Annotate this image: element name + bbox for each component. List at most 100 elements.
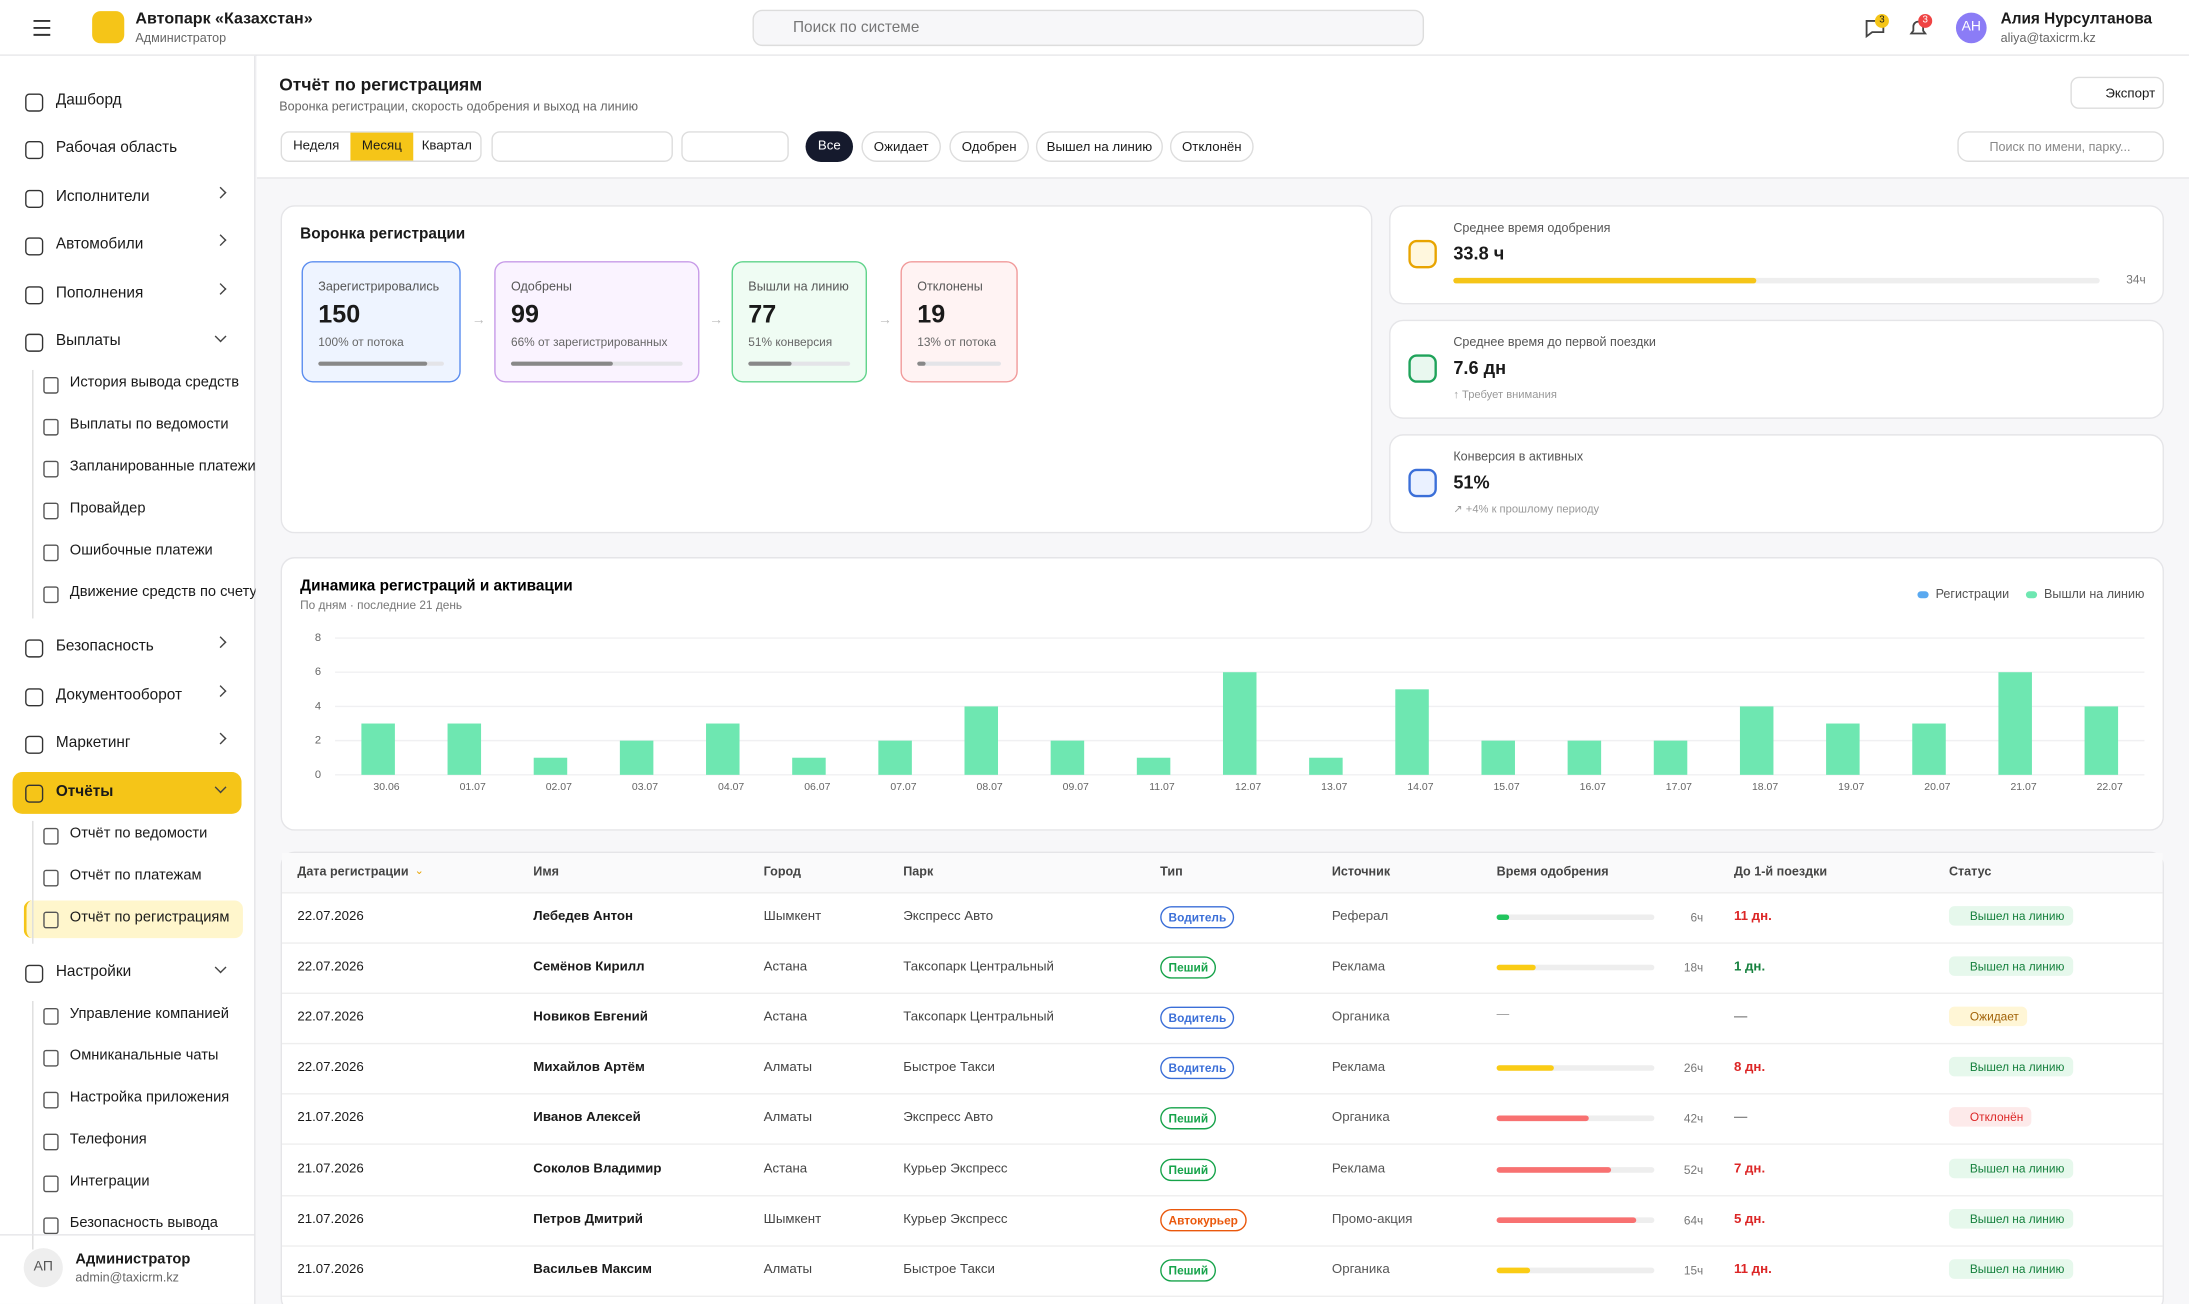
date-to[interactable] (681, 131, 789, 162)
approval-label: 52ч (1683, 1162, 1704, 1177)
menu-item[interactable]: Автомобили (55, 236, 144, 253)
x-tick-label: 03.07 (632, 782, 658, 793)
cell-city: Шымкент (763, 1211, 822, 1227)
submenu-item[interactable]: Отчёт по регистрациям (69, 908, 230, 926)
cell-name: Соколов Владимир (533, 1160, 662, 1177)
bar (1050, 740, 1085, 775)
menu-item[interactable]: Пополнения (55, 284, 144, 301)
bar (1653, 740, 1688, 775)
date-from[interactable] (491, 131, 673, 162)
cell-city: Алматы (763, 1060, 813, 1076)
cell-city: Астана (763, 959, 808, 975)
x-tick-label: 07.07 (890, 782, 916, 793)
subitem-icon (43, 1217, 59, 1235)
chart: Динамика регистраций и активации По дням… (300, 577, 2145, 793)
avatar[interactable]: АН (1955, 12, 1987, 44)
period-tab[interactable]: Неделя (293, 138, 340, 154)
status-chip[interactable]: Одобрен (949, 131, 1029, 162)
row-line (282, 1143, 2163, 1146)
table-search[interactable]: Поиск по имени, парку... (1957, 131, 2164, 162)
approval-label: 18ч (1683, 960, 1704, 975)
submenu-item[interactable]: Выплаты по ведомости (69, 416, 229, 434)
status-badge: Отклонён (1948, 1107, 2032, 1128)
status-chip[interactable]: Ожидает (861, 131, 941, 162)
stat-card (1389, 319, 2164, 419)
submenu-line (32, 820, 34, 944)
stat-note: ↗ +4% к прошлому периоду (1453, 502, 1600, 516)
subitem-icon (43, 1134, 59, 1151)
submenu-item[interactable]: Управление компанией (69, 1005, 229, 1023)
type-badge: Автокурьер (1160, 1208, 1247, 1231)
status-chip[interactable]: Все (805, 131, 854, 162)
search[interactable]: Поиск по системе (752, 9, 1425, 47)
submenu-item[interactable]: Ошибочные платежи (69, 542, 213, 559)
bar (878, 740, 912, 775)
menu-icon (25, 736, 44, 755)
menu-item[interactable]: Безопасность (55, 638, 154, 656)
step-bar (748, 361, 792, 366)
cell-park: Быстрое Такси (903, 1261, 995, 1277)
submenu-item[interactable]: Провайдер (69, 500, 146, 518)
row-line (282, 992, 2163, 995)
period-tab[interactable]: Месяц (350, 132, 414, 161)
status-chip[interactable]: Вышел на линию (1035, 131, 1163, 162)
cell-name: Лебедев Антон (533, 908, 634, 925)
export-button[interactable]: Экспорт (2070, 76, 2164, 109)
submenu-item[interactable]: Запланированные платежи (69, 458, 256, 476)
status-chip[interactable]: Отклонён (1169, 131, 1254, 162)
menu-icon[interactable] (32, 19, 52, 37)
bar (1395, 689, 1429, 775)
menu-icon (25, 141, 44, 160)
menu-item[interactable]: Выплаты (55, 332, 121, 350)
menu-item[interactable]: Маркетинг (55, 734, 131, 752)
menu-item[interactable]: Отчёты (55, 782, 114, 800)
submenu-item[interactable]: История вывода средств (69, 374, 239, 392)
status-badge: Ожидает (1948, 1006, 2028, 1027)
menu-item[interactable]: Исполнители (55, 188, 150, 205)
menu-item[interactable]: Дашборд (55, 92, 122, 109)
stat-icon (1408, 239, 1437, 269)
user-name[interactable]: Алия Нурсултанова (2000, 11, 2153, 28)
step-label: Вышли на линию (748, 279, 849, 294)
status-badge: Вышел на линию (1948, 906, 2073, 926)
submenu-item[interactable]: Безопасность вывода (69, 1215, 218, 1232)
cell-source: Органика (1331, 1009, 1390, 1025)
cell-source: Реферал (1331, 908, 1389, 925)
submenu-line (32, 370, 34, 620)
bar (1481, 740, 1515, 775)
stat-value: 7.6 дн (1453, 357, 1507, 379)
menu-item[interactable]: Рабочая область (55, 140, 178, 157)
x-tick-label: 15.07 (1493, 782, 1519, 793)
submenu-item[interactable]: Телефония (69, 1131, 147, 1149)
menu-item[interactable]: Документооборот (55, 686, 182, 704)
cell-date: 21.07.2026 (297, 1261, 364, 1277)
cell-ride: 8 дн. (1733, 1060, 1766, 1076)
stat-track (1453, 277, 2100, 284)
type-badge: Водитель (1160, 906, 1235, 929)
submenu-item[interactable]: Движение средств по счету (69, 584, 256, 601)
bell-badge: 3 (1918, 13, 1933, 28)
bar (533, 757, 568, 775)
menu-icon (25, 285, 44, 304)
column-header: Источник (1331, 864, 1391, 879)
org-name[interactable]: Автопарк «Казахстан» (135, 11, 313, 28)
stat-note: ↑ Требует внимания (1453, 388, 1557, 401)
chart-card (280, 557, 2164, 831)
submenu-item[interactable]: Отчёт по платежам (69, 866, 202, 884)
submenu-item[interactable]: Настройка приложения (69, 1089, 230, 1107)
approval-bar (1496, 914, 1510, 921)
approval-label: 42ч (1683, 1111, 1704, 1126)
menu-item[interactable]: Настройки (55, 963, 132, 981)
column-header[interactable]: Дата регистрации (297, 864, 409, 879)
submenu-item[interactable]: Омниканальные чаты (69, 1047, 219, 1065)
stat-end: 34ч (2126, 272, 2146, 287)
submenu-item[interactable]: Интеграции (69, 1173, 150, 1191)
logo (92, 11, 125, 44)
user-email: aliya@taxicrm.kz (2000, 30, 2096, 45)
y-tick-label: 8 (315, 632, 321, 644)
approval-bar (1496, 1065, 1554, 1072)
step-bar (917, 361, 926, 366)
submenu-item[interactable]: Отчёт по ведомости (69, 825, 208, 842)
status-badge: Вышел на линию (1948, 1258, 2073, 1279)
period-tab[interactable]: Квартал (421, 138, 472, 154)
